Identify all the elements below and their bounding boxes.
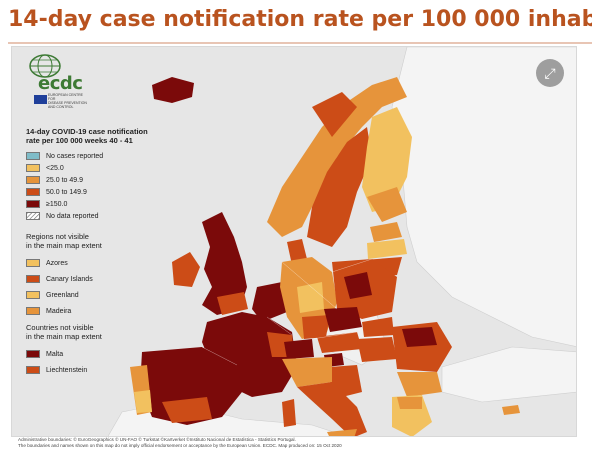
region-sardinia	[282, 399, 296, 427]
countries-title: Countries not visible in the main map ex…	[26, 323, 102, 341]
region-ireland	[172, 252, 200, 287]
region-finland-south	[367, 187, 407, 222]
region-bulgaria	[397, 372, 442, 397]
expand-arrows-icon: ⤢	[544, 65, 556, 81]
region-cyprus	[502, 405, 520, 415]
region-denmark	[287, 239, 307, 265]
region-italy	[297, 382, 367, 436]
region-item: Canary Islands	[26, 271, 196, 287]
legend-swatch	[26, 188, 40, 196]
region-spain-south	[162, 397, 212, 423]
region-romania-north	[402, 327, 437, 347]
region-sweden	[307, 127, 372, 247]
region-finland	[362, 107, 412, 212]
europe-map	[12, 47, 576, 436]
region-germany-mid	[297, 282, 324, 313]
logo-subtitle: EUROPEAN CENTRE FOR DISEASE PREVENTION A…	[48, 93, 87, 109]
legend-swatch	[26, 350, 40, 358]
legend-item: ≥150.0	[26, 198, 196, 210]
region-germany-south	[302, 315, 330, 339]
legend-swatch	[26, 259, 40, 267]
region-czechia	[324, 307, 362, 332]
region-norway-north	[312, 92, 357, 137]
map-title: 14-day case notification rate per 100 00…	[8, 2, 592, 44]
legend-swatch	[26, 176, 40, 184]
region-switzerland	[284, 339, 314, 359]
region-latvia	[367, 239, 407, 259]
map-footer: Administrative boundaries: © EuroGeograp…	[18, 437, 342, 448]
region-item: Azores	[26, 255, 196, 271]
legend-item: No cases reported	[26, 150, 196, 162]
legend-swatch-hatched	[26, 212, 40, 220]
legend-swatch	[26, 200, 40, 208]
region-portugal-south	[134, 390, 152, 413]
ecdc-logo: ecdc EUROPEAN CENTRE FOR DISEASE PREVENT…	[26, 53, 96, 109]
map-frame: ecdc EUROPEAN CENTRE FOR DISEASE PREVENT…	[11, 46, 577, 437]
legend-swatch	[26, 152, 40, 160]
region-poland-center	[344, 272, 372, 299]
legend-item: 50.0 to 149.9	[26, 186, 196, 198]
legend-item: 25.0 to 49.9	[26, 174, 196, 186]
legend-swatch	[26, 291, 40, 299]
region-slovakia	[362, 317, 394, 337]
region-hungary	[357, 337, 397, 362]
country-item: Liechtenstein	[26, 362, 196, 378]
region-italy-north	[282, 357, 332, 387]
regions-title: Regions not visible in the main map exte…	[26, 232, 102, 250]
region-great-britain	[202, 212, 247, 315]
legend-item: No data reported	[26, 210, 196, 222]
expand-button[interactable]: ⤢	[536, 59, 564, 87]
legend-item: <25.0	[26, 162, 196, 174]
legend-swatch	[26, 307, 40, 315]
globe-icon	[29, 54, 61, 78]
eu-flag-icon	[34, 95, 47, 104]
region-item: Greenland	[26, 287, 196, 303]
logo-wordmark: ecdc	[38, 73, 83, 94]
legend-swatch	[26, 275, 40, 283]
region-greece-north	[397, 397, 422, 409]
region-gb-south	[217, 292, 248, 315]
legend-swatch	[26, 164, 40, 172]
region-benelux	[252, 282, 287, 322]
legend-swatch	[26, 366, 40, 374]
region-iceland	[152, 77, 194, 103]
region-item: Madeira	[26, 303, 196, 319]
region-austria	[317, 332, 362, 353]
map-legend: 14-day COVID-19 case notification rate p…	[26, 127, 196, 378]
region-estonia	[370, 222, 402, 242]
region-sicily	[327, 429, 357, 436]
country-item: Malta	[26, 346, 196, 362]
legend-title: 14-day COVID-19 case notification rate p…	[26, 127, 148, 145]
